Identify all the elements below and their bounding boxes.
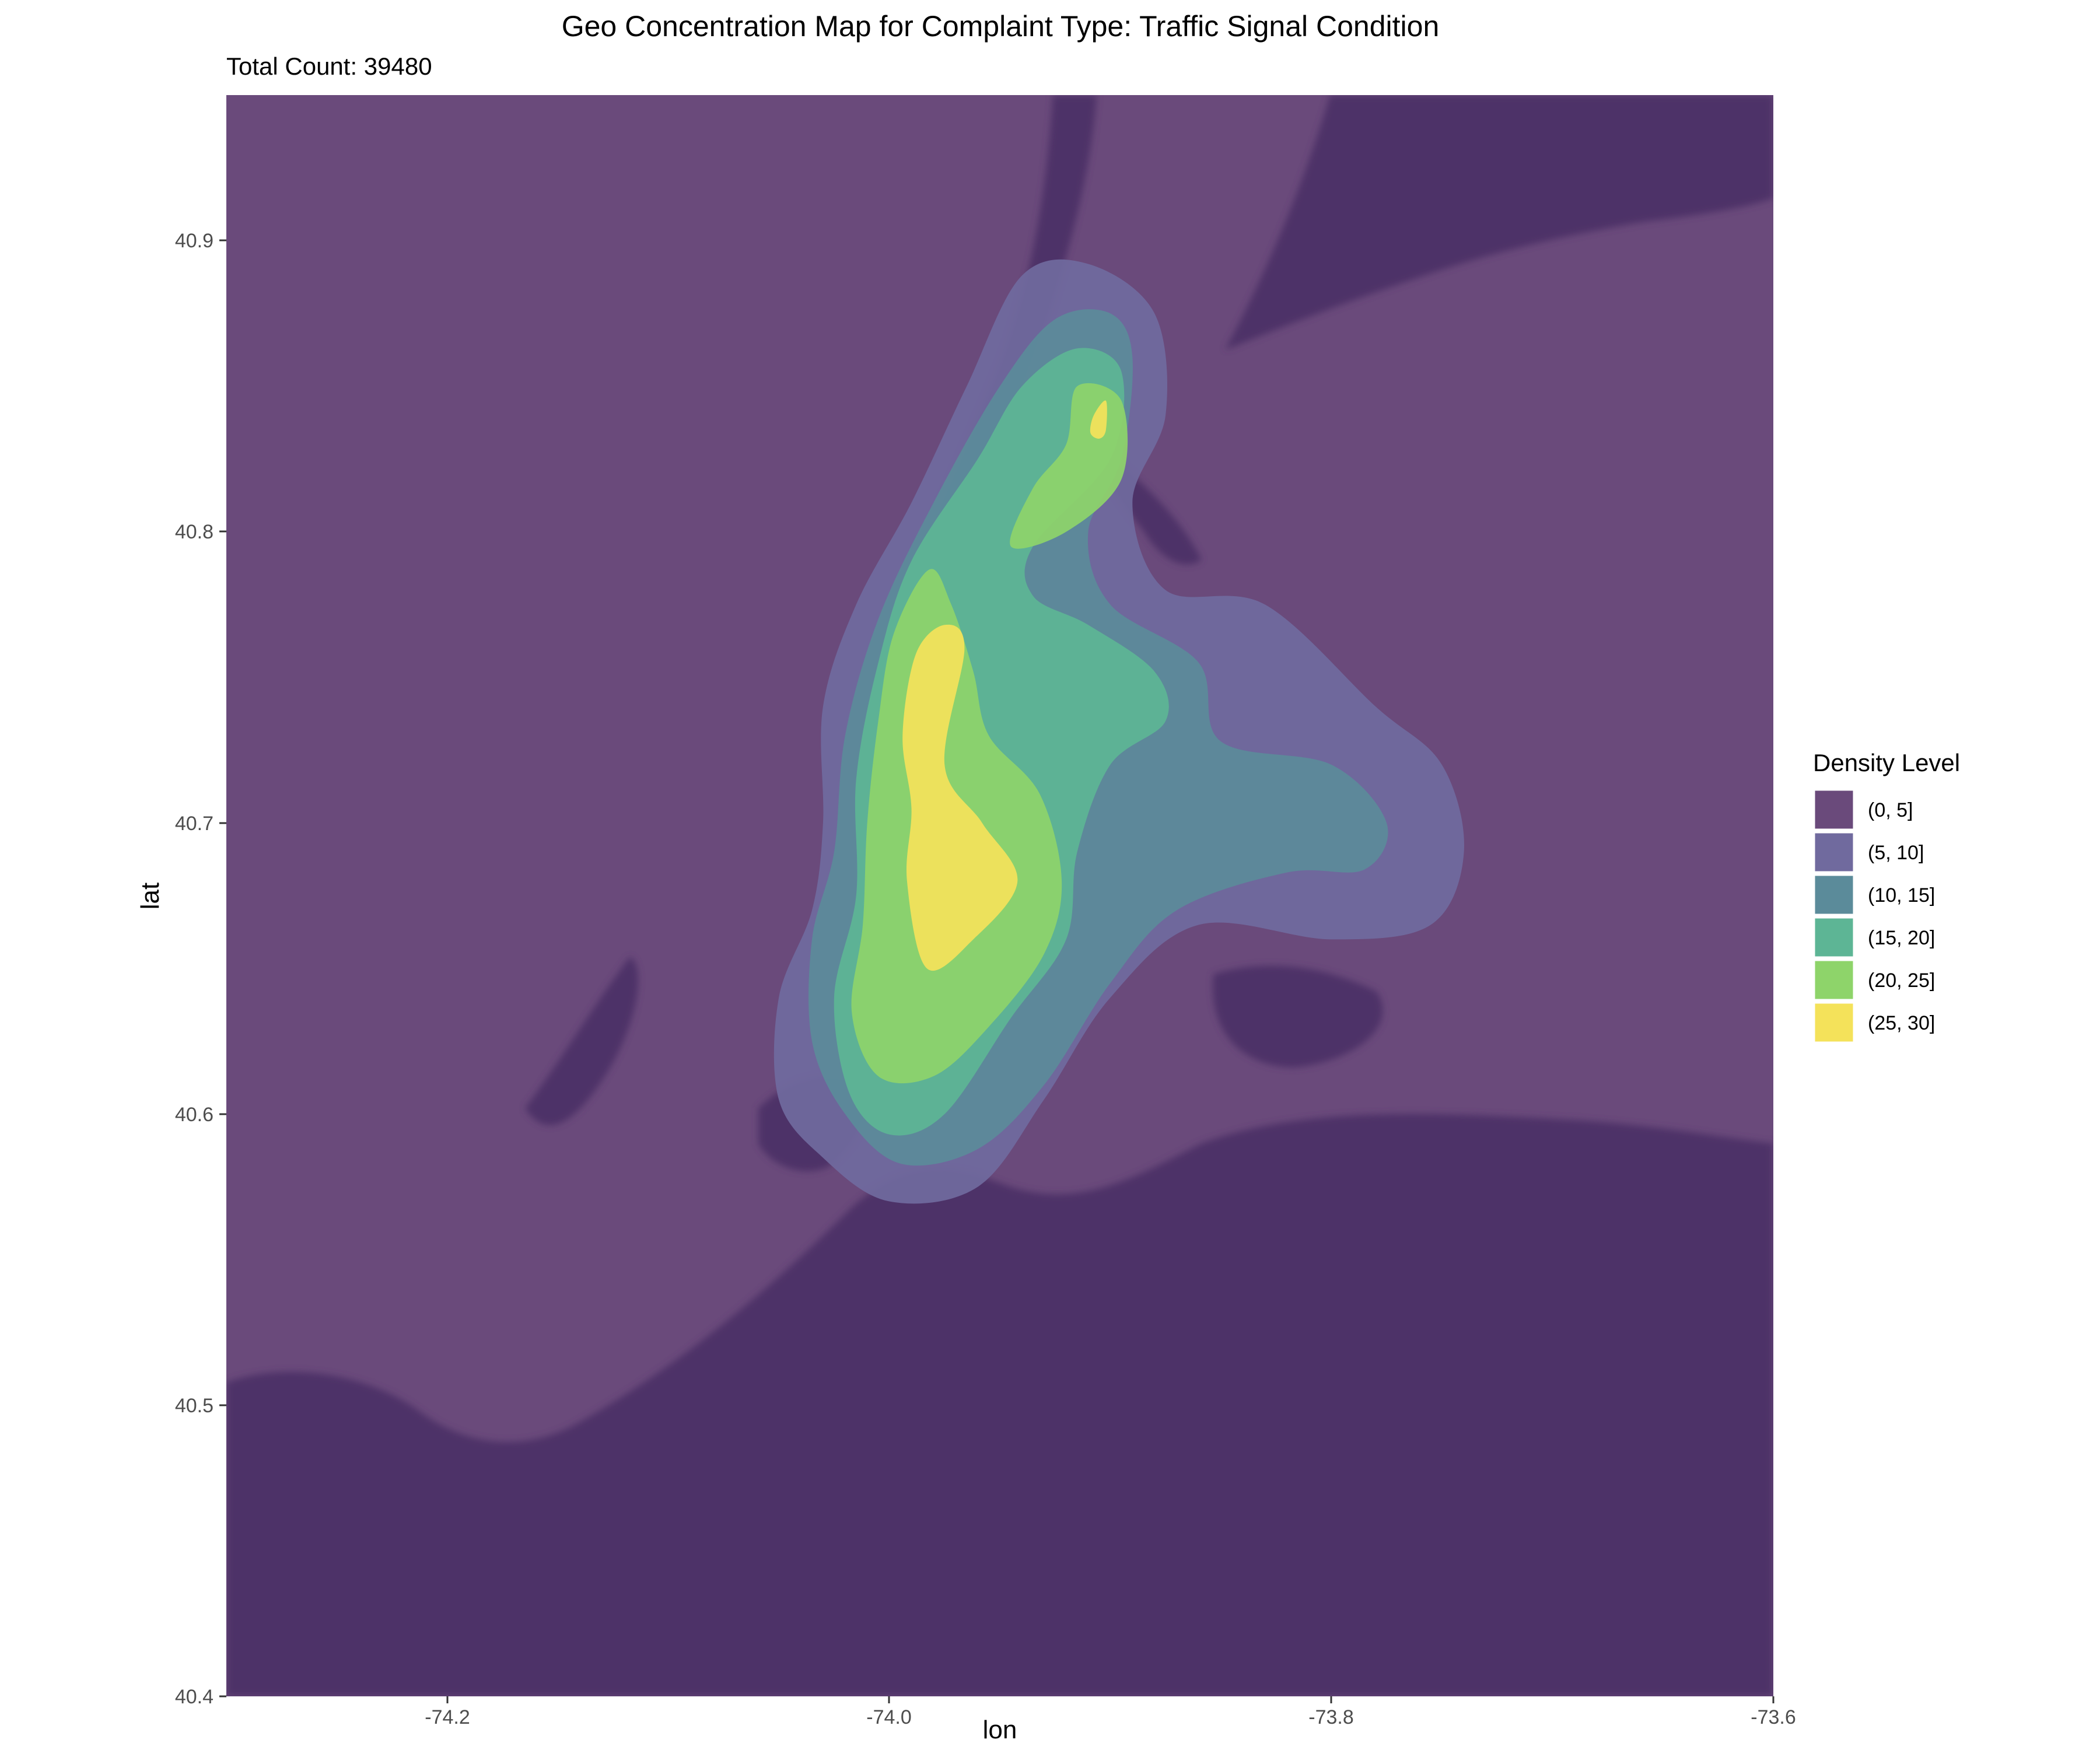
y-tick-label: 40.9: [175, 230, 214, 252]
legend-label: (0, 5]: [1868, 799, 1913, 821]
legend-swatch: [1813, 916, 1855, 958]
density-contours: [774, 259, 1465, 1204]
legend: Density Level (0, 5] (5, 10] (10, 15] (1…: [1813, 749, 1960, 1044]
x-tick-label: -74.2: [425, 1706, 470, 1728]
x-tick-label: -74.0: [866, 1706, 912, 1728]
legend-item: (10, 15]: [1813, 874, 1935, 916]
y-tick-label: 40.6: [175, 1104, 214, 1126]
legend-label: (10, 15]: [1868, 884, 1935, 907]
chart-title: Geo Concentration Map for Complaint Type…: [562, 10, 1440, 43]
y-tick-label: 40.4: [175, 1686, 214, 1708]
legend-item: (0, 5]: [1813, 789, 1913, 831]
legend-swatch: [1813, 831, 1855, 873]
x-tick-label: -73.8: [1308, 1706, 1354, 1728]
legend-swatch: [1813, 959, 1855, 1001]
legend-label: (15, 20]: [1868, 927, 1935, 949]
atlantic-ocean: [226, 1114, 1773, 1696]
density-contour: [1090, 400, 1107, 439]
y-axis: 40.4 40.5 40.6 40.7 40.8 40.9 lat: [136, 230, 226, 1708]
y-tick-label: 40.5: [175, 1395, 214, 1417]
legend-title: Density Level: [1813, 749, 1960, 776]
map-panel: [226, 95, 1773, 1696]
legend-label: (20, 25]: [1868, 970, 1935, 992]
x-tick-label: -73.6: [1751, 1706, 1796, 1728]
legend-item: (25, 30]: [1813, 1002, 1935, 1044]
y-axis-title: lat: [136, 883, 164, 909]
legend-item: (5, 10]: [1813, 831, 1924, 873]
x-axis-title: lon: [983, 1716, 1017, 1744]
density-contour: [902, 624, 1018, 971]
legend-swatch: [1813, 874, 1855, 916]
legend-label: (25, 30]: [1868, 1012, 1935, 1034]
long-island-sound: [1225, 95, 1773, 350]
x-axis: -74.2 -74.0 -73.8 -73.6 lon: [425, 1696, 1796, 1744]
legend-label: (5, 10]: [1868, 842, 1924, 864]
chart-subtitle: Total Count: 39480: [226, 52, 432, 80]
hudson-river: [910, 95, 1097, 578]
jamaica-bay: [1213, 965, 1383, 1068]
y-tick-label: 40.8: [175, 521, 214, 543]
legend-swatch: [1813, 1002, 1855, 1044]
y-tick-label: 40.7: [175, 813, 214, 835]
newark-bay: [525, 957, 639, 1125]
legend-item: (20, 25]: [1813, 959, 1935, 1001]
legend-item: (15, 20]: [1813, 916, 1935, 958]
legend-swatch: [1813, 789, 1855, 831]
